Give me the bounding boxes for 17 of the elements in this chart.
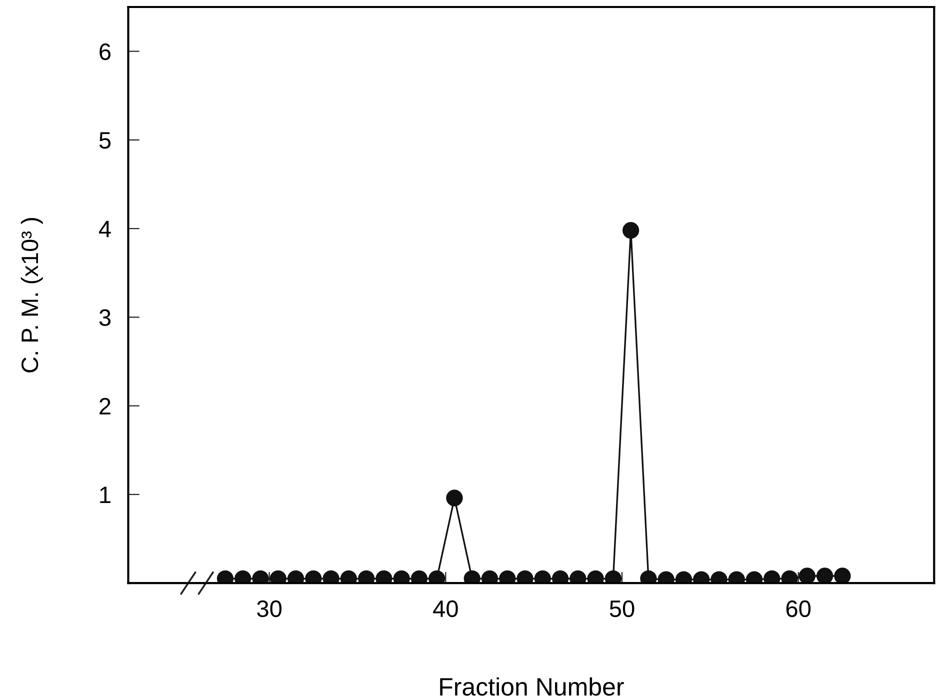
y-tick-label: 1 xyxy=(100,486,110,504)
point xyxy=(622,222,640,239)
x-tick-label: 30 xyxy=(257,600,282,618)
point xyxy=(816,568,834,584)
y-tick-label: 6 xyxy=(100,43,111,60)
x-tick-label: 60 xyxy=(786,600,811,618)
x-axis-title: Fraction Number xyxy=(440,677,624,696)
y-tick-label: 3 xyxy=(99,309,111,326)
x-tick-label: 40 xyxy=(433,600,458,618)
point xyxy=(446,490,463,506)
y-tick-label: 5 xyxy=(99,132,111,149)
point xyxy=(834,568,851,584)
x-tick-label: 50 xyxy=(610,600,634,618)
y-tick-label: 4 xyxy=(98,220,111,238)
y-tick-label: 2 xyxy=(100,398,110,414)
point xyxy=(798,568,816,584)
y-axis-title: C. P. M. (x10³ ) xyxy=(20,218,43,372)
